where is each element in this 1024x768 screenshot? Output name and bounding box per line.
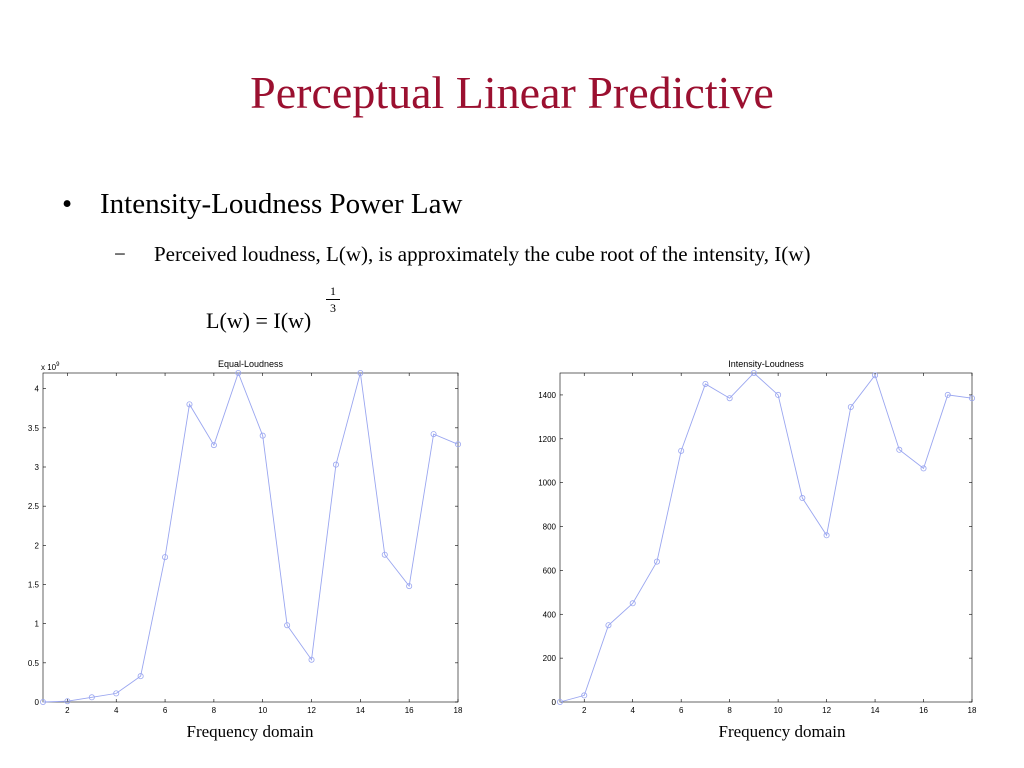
data-point [896, 446, 903, 453]
plot-frame [559, 372, 973, 703]
x-tick-label: 6 [679, 706, 684, 715]
data-point [847, 403, 854, 410]
series-line [42, 371, 459, 703]
left-chart-xlabel: Frequency domain [186, 722, 314, 741]
y-tick-label: 3 [35, 463, 40, 472]
plot-frame [42, 372, 459, 703]
y-tick-label: 3.5 [28, 424, 40, 433]
data-point [430, 431, 437, 438]
x-tick-label: 2 [582, 706, 587, 715]
x-tick-label: 10 [774, 706, 783, 715]
y-tick-label: 1200 [538, 435, 556, 444]
x-tick-label: 4 [114, 706, 119, 715]
x-tick-label: 8 [727, 706, 732, 715]
data-point [381, 551, 388, 558]
data-point [162, 554, 169, 561]
data-point [920, 465, 927, 472]
data-point [605, 622, 612, 629]
x-tick-label: 2 [65, 706, 70, 715]
loudness-formula: L(w) = I(w) [206, 308, 312, 333]
data-point [653, 558, 660, 565]
y-tick-label: 0 [35, 698, 40, 707]
data-point [308, 656, 315, 663]
y-tick-label: 1.5 [28, 581, 40, 590]
data-point [944, 391, 951, 398]
fraction-bar [326, 299, 340, 300]
y-tick-label: 400 [543, 610, 557, 619]
x-tick-label: 12 [307, 706, 316, 715]
x-tick-label: 14 [871, 706, 880, 715]
data-point [186, 401, 193, 408]
data-point [406, 583, 413, 590]
data-point [454, 441, 461, 448]
data-point [968, 395, 975, 402]
data-point [137, 673, 144, 680]
data-point [259, 432, 266, 439]
series-line [559, 372, 973, 703]
data-point [113, 690, 120, 697]
data-point [284, 622, 291, 629]
y-tick-label: 1400 [538, 391, 556, 400]
x-tick-label: 4 [630, 706, 635, 715]
exponent-numerator: 1 [330, 284, 336, 298]
data-point [581, 692, 588, 699]
formula-exponent: 1 3 [326, 284, 340, 315]
y-tick-label: 2 [35, 541, 40, 550]
y-tick-label: 1 [35, 620, 40, 629]
data-point [750, 369, 757, 376]
x-tick-label: 12 [822, 706, 831, 715]
y-tick-label: 800 [543, 523, 557, 532]
x-tick-label: 6 [163, 706, 168, 715]
x-tick-label: 18 [968, 706, 977, 715]
y-tick-label: 4 [35, 385, 40, 394]
data-point [40, 698, 47, 705]
y-tick-label: 600 [543, 566, 557, 575]
x-tick-label: 14 [356, 706, 365, 715]
data-point [88, 694, 95, 701]
exponent-denominator: 3 [330, 301, 336, 315]
bullet-text: Intensity-Loudness Power Law [100, 188, 463, 220]
data-point [357, 369, 364, 376]
bullet-marker: • [62, 188, 73, 220]
data-point [629, 600, 636, 607]
x-tick-label: 16 [919, 706, 928, 715]
data-point [872, 372, 879, 379]
y-scale-note: x 109 [41, 362, 60, 372]
y-tick-label: 200 [543, 654, 557, 663]
chart-title: Equal-Loudness [218, 359, 284, 369]
data-point [332, 461, 339, 468]
chart-title: Intensity-Loudness [728, 359, 804, 369]
data-point [823, 532, 830, 539]
data-point [726, 395, 733, 402]
y-tick-label: 0 [552, 698, 557, 707]
y-tick-label: 1000 [538, 479, 556, 488]
data-point [775, 391, 782, 398]
x-tick-label: 10 [258, 706, 267, 715]
y-tick-label: 2.5 [28, 502, 40, 511]
bullet-item: • Intensity-Loudness Power Law [62, 188, 462, 221]
right-chart-xlabel: Frequency domain [718, 722, 846, 741]
data-point [235, 369, 242, 376]
intensity-loudness-chart: Intensity-Loudness 2 4 6 8 10 12 14 16 18 0 200 400 6… [538, 359, 977, 715]
data-point [678, 447, 685, 454]
data-point [799, 495, 806, 502]
slide-title: Perceptual Linear Predictive [250, 67, 774, 118]
data-point [557, 698, 564, 705]
equal-loudness-chart: Equal-Loudness x 109 2 4 6 8 10 12 14 16 18 0 0.5 1 1.… [28, 359, 463, 715]
data-point [702, 380, 709, 387]
data-point [210, 442, 217, 449]
x-tick-label: 16 [405, 706, 414, 715]
x-tick-label: 18 [454, 706, 463, 715]
sub-bullet-marker: − [114, 242, 126, 266]
y-tick-label: 0.5 [28, 659, 40, 668]
sub-bullet-item: − Perceived loudness, L(w), is approximat… [114, 242, 810, 267]
x-tick-label: 8 [212, 706, 217, 715]
data-point [64, 698, 71, 705]
sub-bullet-text: Perceived loudness, L(w), is approximate… [154, 242, 811, 266]
